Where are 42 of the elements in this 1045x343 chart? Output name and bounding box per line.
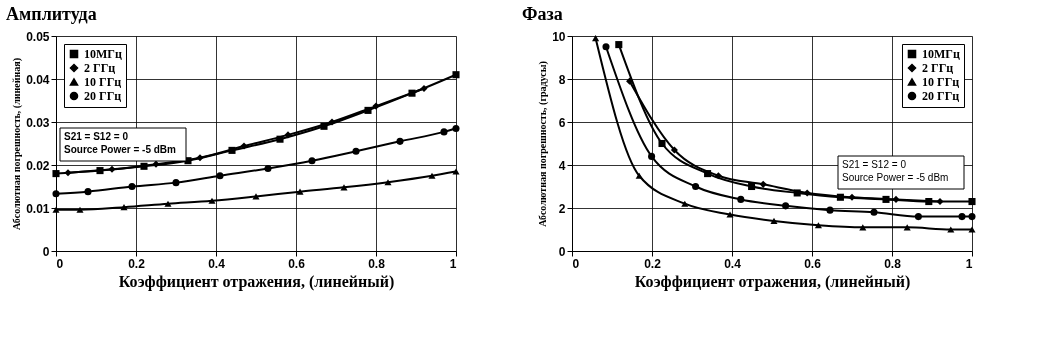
x-tick-label: 1 xyxy=(449,256,457,271)
y-tick-label: 6 xyxy=(558,115,566,130)
legend-label: 20 ГГц xyxy=(84,89,122,103)
y-tick-label: 2 xyxy=(558,201,566,216)
y-axis-title: Абсолютная погрешность, (линейная) xyxy=(11,57,24,231)
annotation: Source Power = -5 dBm xyxy=(842,172,949,183)
y-tick-label: 0.02 xyxy=(26,158,50,173)
y-tick-label: 0.03 xyxy=(26,115,50,130)
y-axis-title: Абсолютная погрешность, (градусы) xyxy=(537,61,550,227)
x-tick-label: 0.4 xyxy=(724,256,742,271)
x-tick-label: 0.2 xyxy=(128,256,146,271)
x-tick-label: 0.2 xyxy=(644,256,662,271)
y-tick-label: 0 xyxy=(42,244,50,259)
x-axis-title: Коэффициент отражения, (линейный) xyxy=(118,272,395,291)
x-axis-title: Коэффициент отражения, (линейный) xyxy=(634,272,911,291)
x-tick-label: 0 xyxy=(572,256,580,271)
chart-title: Фаза xyxy=(522,4,563,24)
annotation: S21 = S12 = 0 xyxy=(64,131,129,142)
chart-title: Амплитуда xyxy=(6,4,97,24)
legend-label: 20 ГГц xyxy=(922,89,960,103)
x-tick-label: 0.8 xyxy=(884,256,902,271)
legend-label: 10МГц xyxy=(84,47,122,61)
x-tick-label: 0.6 xyxy=(288,256,306,271)
x-tick-label: 0.6 xyxy=(804,256,822,271)
legend-label: 10МГц xyxy=(922,47,960,61)
y-tick-label: 0.05 xyxy=(26,29,50,44)
y-tick-label: 0 xyxy=(558,244,566,259)
legend-label: 2 ГГц xyxy=(84,61,116,75)
x-tick-label: 1 xyxy=(965,256,973,271)
annotation: Source Power = -5 dBm xyxy=(64,144,177,155)
y-tick-label: 0.04 xyxy=(26,72,50,87)
annotation: S21 = S12 = 0 xyxy=(842,159,907,170)
y-tick-label: 0.01 xyxy=(26,201,50,216)
x-tick-label: 0 xyxy=(56,256,64,271)
y-tick-label: 8 xyxy=(558,72,566,87)
legend-label: 10 ГГц xyxy=(84,75,122,89)
y-tick-label: 10 xyxy=(552,29,566,44)
x-tick-label: 0.8 xyxy=(368,256,386,271)
x-tick-label: 0.4 xyxy=(208,256,226,271)
legend-label: 2 ГГц xyxy=(922,61,954,75)
legend-label: 10 ГГц xyxy=(922,75,960,89)
y-tick-label: 4 xyxy=(558,158,566,173)
